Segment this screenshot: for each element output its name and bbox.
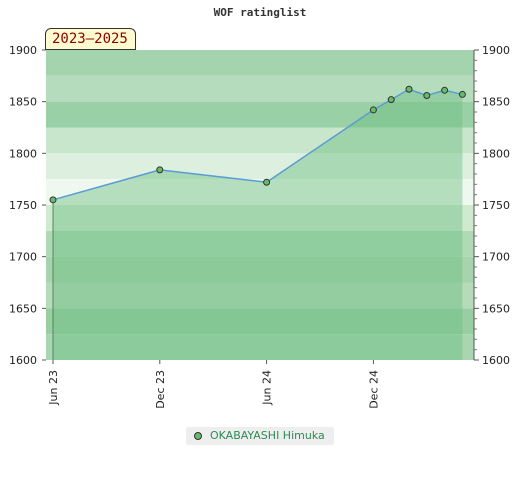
x-tick-label: Jun 23 [47,370,60,406]
y-tick-label-right: 1850 [482,96,510,109]
background-band [46,75,474,102]
background-band [46,205,474,231]
y-tick-label-right: 1750 [482,199,510,212]
background-band [46,230,474,257]
background-band [46,308,474,335]
y-tick-label-right: 1800 [482,147,510,160]
x-tick-label: Jun 24 [261,370,274,406]
legend-marker-icon [194,432,202,440]
x-tick-label: Dec 24 [367,370,380,409]
background-band [46,179,474,205]
background-band [46,50,474,76]
data-point [369,106,377,114]
background-band [46,153,474,180]
y-tick-label-right: 1650 [482,302,510,315]
y-tick-label-left: 1850 [9,96,37,109]
series-area [53,89,463,361]
chart-title: WOF ratinglist [213,6,307,19]
y-tick-label-right: 1700 [482,251,510,264]
data-point [441,86,449,94]
y-tick-label-left: 1900 [9,44,37,57]
background-band [46,256,474,283]
data-point [387,96,395,104]
background-band [46,101,474,128]
y-tick-label-left: 1600 [9,354,37,367]
background-band [46,282,474,309]
legend[interactable]: OKABAYASHI Himuka [186,427,334,445]
data-point [458,90,466,98]
data-point [156,166,164,174]
y-tick-label-right: 1900 [482,44,510,57]
y-tick-label-left: 1750 [9,199,37,212]
y-tick-label-right: 1600 [482,354,510,367]
background-band [46,127,474,154]
y-tick-label-left: 1700 [9,251,37,264]
y-tick-label-left: 1650 [9,302,37,315]
data-point [405,85,413,93]
y-tick-label-left: 1800 [9,147,37,160]
season-badge: 2023–2025 [45,28,136,50]
data-point [423,91,431,99]
x-tick-label: Dec 23 [154,370,167,409]
legend-series-label: OKABAYASHI Himuka [210,429,325,442]
data-point [263,178,271,186]
data-point [49,196,57,204]
background-band [46,334,474,360]
